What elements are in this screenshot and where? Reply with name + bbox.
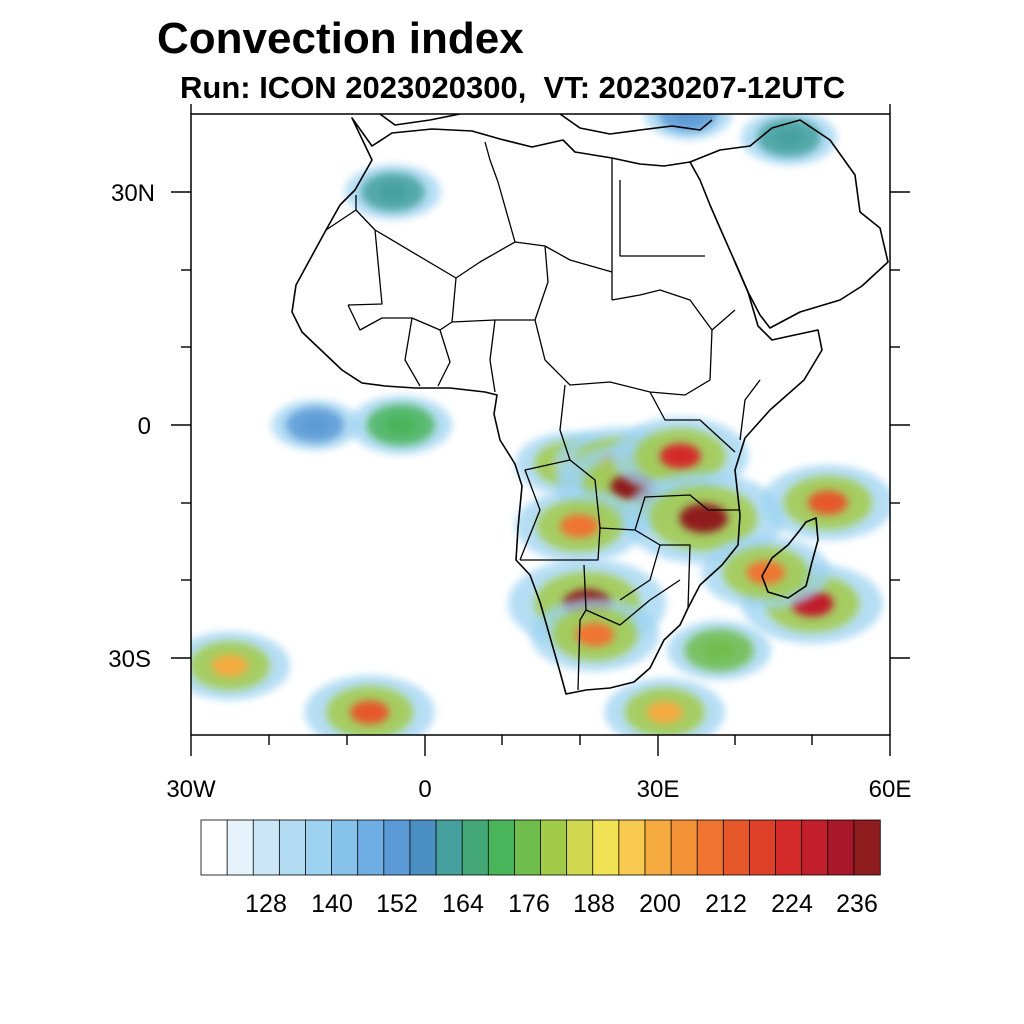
colorbar-swatch <box>801 819 829 876</box>
convection-core <box>703 640 735 660</box>
convection-core <box>659 443 701 469</box>
border-layer <box>325 141 761 691</box>
colorbar <box>200 819 881 876</box>
colorbar-tick-label: 140 <box>311 890 353 918</box>
colorbar-swatch <box>461 819 489 876</box>
lon-label-0: 0 <box>418 776 431 803</box>
colorbar-swatch <box>305 819 333 876</box>
convection-core <box>575 622 615 647</box>
convection-core <box>807 490 848 515</box>
colorbar-tick-label: 128 <box>245 890 287 918</box>
colorbar-swatch <box>226 819 254 876</box>
colorbar-tick-label: 236 <box>836 890 878 918</box>
convection-core <box>385 415 417 435</box>
colorbar-swatch <box>487 819 516 876</box>
colorbar-tick-label: 212 <box>705 890 747 918</box>
convection-core <box>378 183 408 201</box>
colorbar-swatch <box>775 819 803 876</box>
convection-core <box>560 514 599 538</box>
lon-label-30w: 30W <box>166 776 216 803</box>
africa-coastline <box>291 117 823 695</box>
lon-label-60e: 60E <box>869 776 912 803</box>
colorbar-swatch <box>252 819 281 876</box>
coastline-layer <box>291 114 889 695</box>
colorbar-swatch <box>618 819 646 876</box>
convection-core <box>774 128 804 147</box>
colorbar-swatch <box>670 819 698 876</box>
colorbar-swatch <box>435 819 463 876</box>
convection-core <box>302 416 329 434</box>
lon-label-30e: 30E <box>637 776 680 803</box>
colorbar-swatch <box>853 819 881 876</box>
convection-field-layer <box>191 114 890 735</box>
lat-label-30n: 30N <box>111 180 155 207</box>
map-subtitle: Run: ICON 2023020300, VT: 20230207-12UTC <box>180 70 846 105</box>
colorbar-swatch <box>566 819 594 876</box>
colorbar-tick-label: 200 <box>639 890 681 918</box>
colorbar-swatch <box>331 819 359 876</box>
colorbar-swatch <box>540 819 568 876</box>
colorbar-swatch <box>827 819 855 876</box>
convection-core <box>646 701 683 724</box>
convection-core <box>350 700 390 725</box>
colorbar-swatch <box>644 819 672 876</box>
colorbar-swatch <box>696 819 725 876</box>
europe-coastline <box>379 114 713 135</box>
convection-core <box>674 114 702 123</box>
lat-label-equator: 0 <box>138 413 151 440</box>
colorbar-swatch <box>278 819 307 876</box>
colorbar-swatch <box>200 819 228 876</box>
convection-core <box>211 654 248 677</box>
lat-label-30s: 30S <box>108 646 151 673</box>
colorbar-swatch <box>357 819 385 876</box>
colorbar-tick-label: 152 <box>376 890 418 918</box>
axis-ticks <box>171 104 910 756</box>
colorbar-tick-label: 164 <box>442 890 484 918</box>
colorbar-swatch <box>409 819 437 876</box>
colorbar-tick-label: 176 <box>508 890 550 918</box>
colorbar-tick-label: 224 <box>771 890 813 918</box>
map-title: Convection index <box>157 14 524 63</box>
colorbar-tick-label: 188 <box>573 890 615 918</box>
convection-core <box>679 503 728 533</box>
colorbar-labels: 128 140 152 164 176 188 200 212 224 236 <box>245 890 878 918</box>
convection-core <box>746 560 786 585</box>
colorbar-swatch <box>749 819 777 876</box>
madagascar-coastline <box>761 517 819 599</box>
colorbar-swatch <box>592 819 620 876</box>
colorbar-swatch <box>383 819 411 876</box>
colorbar-swatch <box>722 819 751 876</box>
colorbar-swatch <box>513 819 542 876</box>
arabia-coastline <box>689 119 889 329</box>
